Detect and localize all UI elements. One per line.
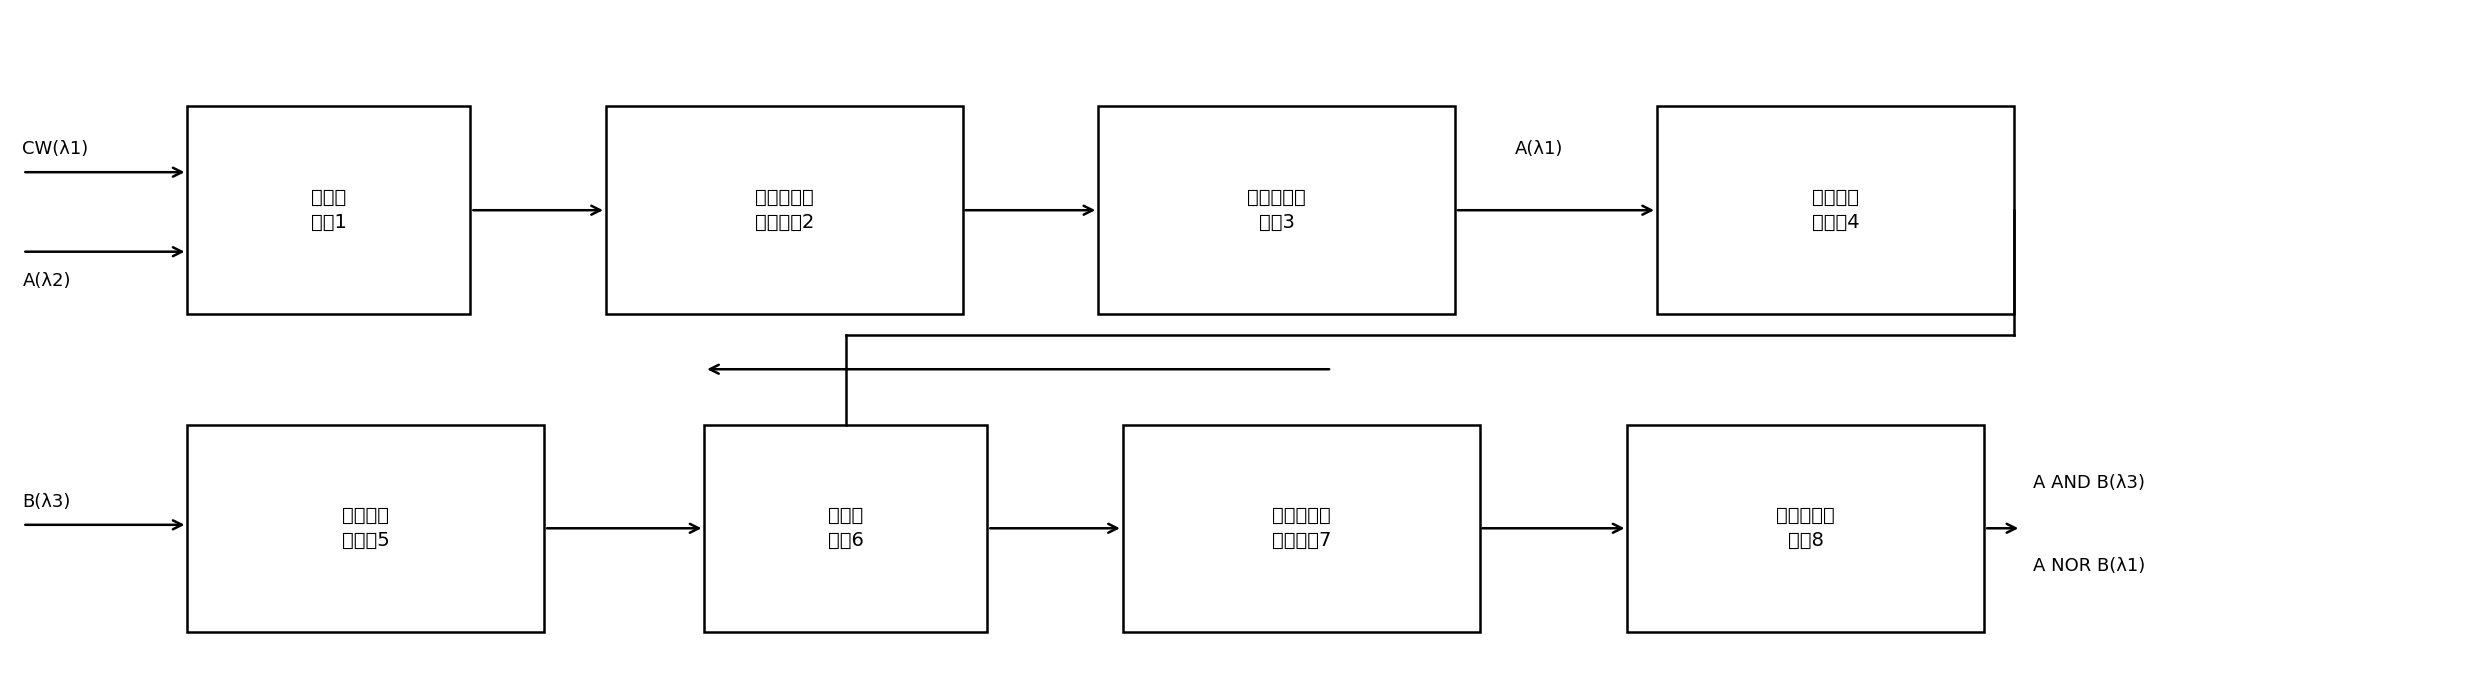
Text: 第二半导体
光放大器7: 第二半导体 光放大器7 xyxy=(1271,506,1330,550)
Text: B(λ3): B(λ3) xyxy=(22,493,72,511)
Bar xyxy=(187,107,471,314)
Text: 第二功率
调节装5: 第二功率 调节装5 xyxy=(343,506,390,550)
Text: 第二耦
合器6: 第二耦 合器6 xyxy=(829,506,863,550)
Bar xyxy=(703,424,987,632)
Text: A NOR B(λ1): A NOR B(λ1) xyxy=(2033,558,2146,575)
Text: A(λ1): A(λ1) xyxy=(1515,140,1564,158)
Text: A(λ2): A(λ2) xyxy=(22,273,72,291)
Bar xyxy=(1098,107,1456,314)
Bar xyxy=(1628,424,1983,632)
Text: 第一半导体
光放大器2: 第一半导体 光放大器2 xyxy=(755,188,814,232)
Text: 第二波长选
择装8: 第二波长选 择装8 xyxy=(1776,506,1835,550)
Text: 第一波长选
择装3: 第一波长选 择装3 xyxy=(1248,188,1305,232)
Bar xyxy=(187,424,545,632)
Text: A AND B(λ3): A AND B(λ3) xyxy=(2033,475,2146,492)
Text: 第一耦
合器1: 第一耦 合器1 xyxy=(311,188,348,232)
Bar xyxy=(1658,107,2013,314)
Bar xyxy=(1122,424,1480,632)
Text: CW(λ1): CW(λ1) xyxy=(22,140,89,158)
Bar xyxy=(607,107,962,314)
Text: 第一功率
调节装4: 第一功率 调节装4 xyxy=(1811,188,1860,232)
